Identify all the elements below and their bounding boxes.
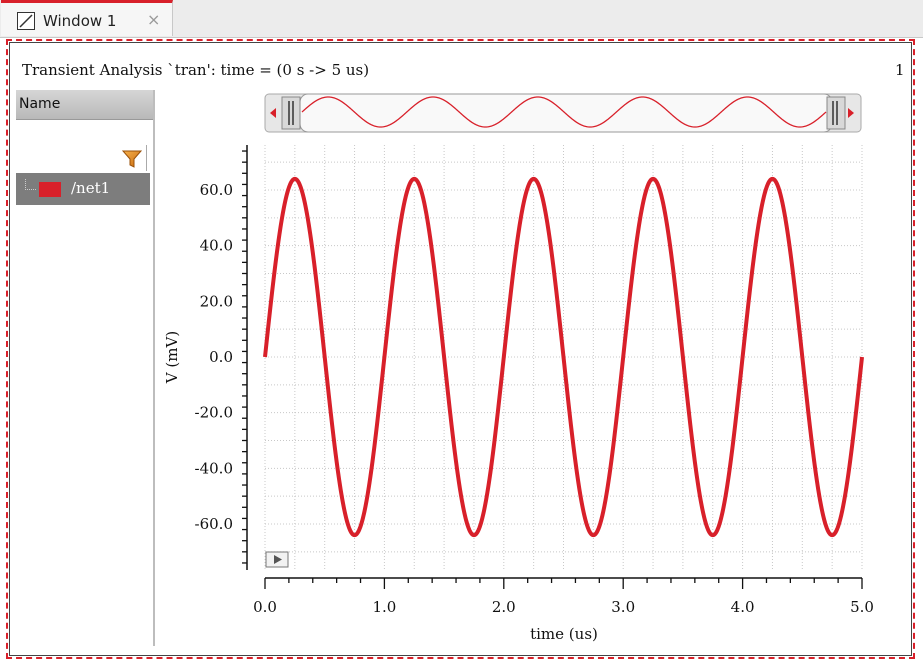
tab-window-1[interactable]: Window 1 ×	[1, 0, 173, 36]
y-axis-label: V (mV)	[163, 331, 181, 384]
scroll-left-arrow-icon[interactable]	[270, 108, 276, 118]
tab-bar: Window 1 ×	[0, 0, 923, 38]
y-tick-label: -40.0	[195, 459, 233, 477]
x-tick-label: 2.0	[492, 598, 516, 616]
x-tick-label: 0.0	[253, 598, 277, 616]
y-tick-label: -20.0	[195, 404, 233, 422]
x-tick-labels: 0.0 1.0 2.0 3.0 4.0 5.0	[253, 598, 874, 616]
scroll-right-arrow-icon[interactable]	[848, 108, 854, 118]
series-net1-line	[263, 176, 864, 538]
overview-scroller[interactable]	[264, 93, 862, 133]
signal-row-net1[interactable]: /net1	[16, 173, 150, 205]
signal-label: /net1	[71, 179, 111, 197]
play-button[interactable]	[265, 551, 289, 568]
signal-name-panel: Name /net1	[16, 90, 155, 646]
overview-waveform	[301, 96, 827, 128]
filter-divider	[146, 145, 147, 171]
plot-window-frame	[6, 39, 915, 659]
plot-window-inner-border	[9, 42, 912, 656]
y-tick-labels: 60.0 40.0 20.0 0.0 -20.0 -40.0 -60.0	[195, 181, 233, 533]
y-minor-ticks	[242, 150, 247, 564]
overview-right-handle[interactable]	[826, 96, 846, 130]
y-tick-label: -60.0	[195, 515, 233, 533]
x-tick-label: 5.0	[850, 598, 874, 616]
plot-grid	[264, 145, 863, 570]
plot-index: 1	[895, 61, 905, 79]
x-tick-label: 1.0	[372, 598, 396, 616]
close-icon[interactable]: ×	[147, 10, 161, 29]
x-axis-label: time (us)	[530, 625, 598, 643]
waveform-window-icon	[17, 12, 35, 30]
x-minor-ticks	[264, 578, 863, 589]
y-tick-label: 60.0	[200, 181, 233, 199]
name-column-header[interactable]: Name	[16, 90, 153, 120]
y-tick-label: 20.0	[200, 292, 233, 310]
filter-funnel-icon[interactable]	[120, 146, 146, 172]
play-icon	[274, 555, 282, 564]
y-tick-label: 0.0	[209, 348, 233, 366]
x-tick-label: 4.0	[731, 598, 755, 616]
tree-connector	[25, 179, 36, 190]
overview-left-handle[interactable]	[281, 96, 301, 130]
signal-color-swatch	[39, 182, 61, 197]
analysis-title: Transient Analysis `tran': time = (0 s -…	[22, 61, 370, 79]
tab-title: Window 1	[43, 12, 117, 30]
x-tick-label: 3.0	[611, 598, 635, 616]
y-tick-label: 40.0	[200, 237, 233, 255]
